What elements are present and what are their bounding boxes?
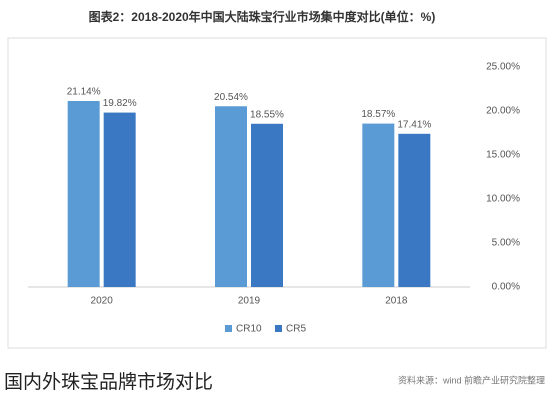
value-label: 17.41% bbox=[397, 119, 431, 130]
source: 资料来源：wind 前瞻产业研究院整理 bbox=[398, 374, 545, 385]
bar bbox=[398, 133, 431, 287]
y-tick-label: 5.00% bbox=[492, 238, 520, 249]
x-tick-label: 2020 bbox=[91, 296, 114, 307]
bar bbox=[362, 123, 395, 287]
chart-title: 图表2：2018-2020年中国大陆珠宝行业市场集中度对比(单位：%) bbox=[89, 9, 436, 24]
x-tick-label: 2018 bbox=[385, 296, 408, 307]
value-label: 18.55% bbox=[250, 109, 284, 120]
x-tick-label: 2019 bbox=[238, 296, 261, 307]
bar bbox=[103, 112, 136, 287]
legend-swatch bbox=[275, 325, 282, 332]
bar bbox=[251, 123, 283, 287]
value-label: 19.82% bbox=[103, 98, 137, 109]
y-tick-label: 25.00% bbox=[486, 62, 520, 73]
y-tick-label: 10.00% bbox=[486, 194, 520, 205]
y-tick-label: 20.00% bbox=[486, 106, 520, 117]
value-label: 20.54% bbox=[214, 92, 248, 103]
caption: 国内外珠宝品牌市场对比 bbox=[4, 371, 213, 393]
y-tick-label: 0.00% bbox=[492, 282, 520, 293]
y-tick-label: 15.00% bbox=[486, 150, 520, 161]
value-label: 18.57% bbox=[361, 109, 395, 120]
legend-label: CR10 bbox=[236, 324, 262, 335]
legend-label: CR5 bbox=[286, 324, 306, 335]
bar bbox=[67, 100, 100, 287]
value-label: 21.14% bbox=[67, 87, 101, 98]
legend-swatch bbox=[225, 325, 232, 332]
bar bbox=[215, 106, 247, 287]
